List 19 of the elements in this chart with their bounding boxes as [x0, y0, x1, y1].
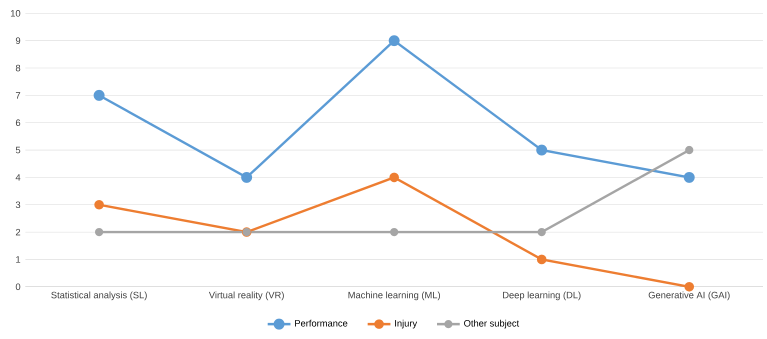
x-tick-label: Statistical analysis (SL)	[51, 292, 147, 300]
y-tick-label: 5	[16, 146, 20, 154]
legend-label: Performance	[295, 320, 348, 327]
y-tick-label: 10	[10, 10, 20, 17]
y-tick-label: 2	[16, 228, 20, 236]
legend-label: Injury	[395, 320, 418, 329]
y-tick-label: 9	[16, 37, 20, 44]
x-tick-label: Virtual reality (VR)	[208, 292, 284, 300]
y-tick-label: 8	[16, 64, 20, 72]
y-tick-label: 1	[16, 256, 20, 263]
x-tick-label: Machine learning (ML)	[348, 292, 440, 300]
y-tick-label: 6	[16, 120, 20, 126]
y-tick-label: 3	[16, 202, 20, 208]
y-tick-label: 4	[16, 174, 20, 181]
y-tick-label: 0	[16, 284, 20, 290]
x-tick-label: Generative AI (GAI)	[648, 292, 730, 300]
y-tick-label: 7	[16, 92, 20, 99]
legend-label: Other subject	[464, 320, 520, 329]
x-tick-label: Deep learning (DL)	[503, 292, 581, 300]
